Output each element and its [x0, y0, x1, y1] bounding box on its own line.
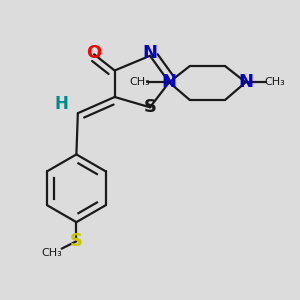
- Text: CH₃: CH₃: [265, 77, 286, 87]
- Text: CH₃: CH₃: [129, 77, 150, 87]
- Text: O: O: [86, 44, 102, 62]
- Text: CH₃: CH₃: [41, 248, 62, 258]
- Text: S: S: [143, 98, 157, 116]
- Text: N: N: [238, 73, 253, 91]
- Text: S: S: [70, 232, 83, 250]
- Text: N: N: [162, 73, 177, 91]
- Text: N: N: [142, 44, 158, 62]
- Text: H: H: [55, 95, 69, 113]
